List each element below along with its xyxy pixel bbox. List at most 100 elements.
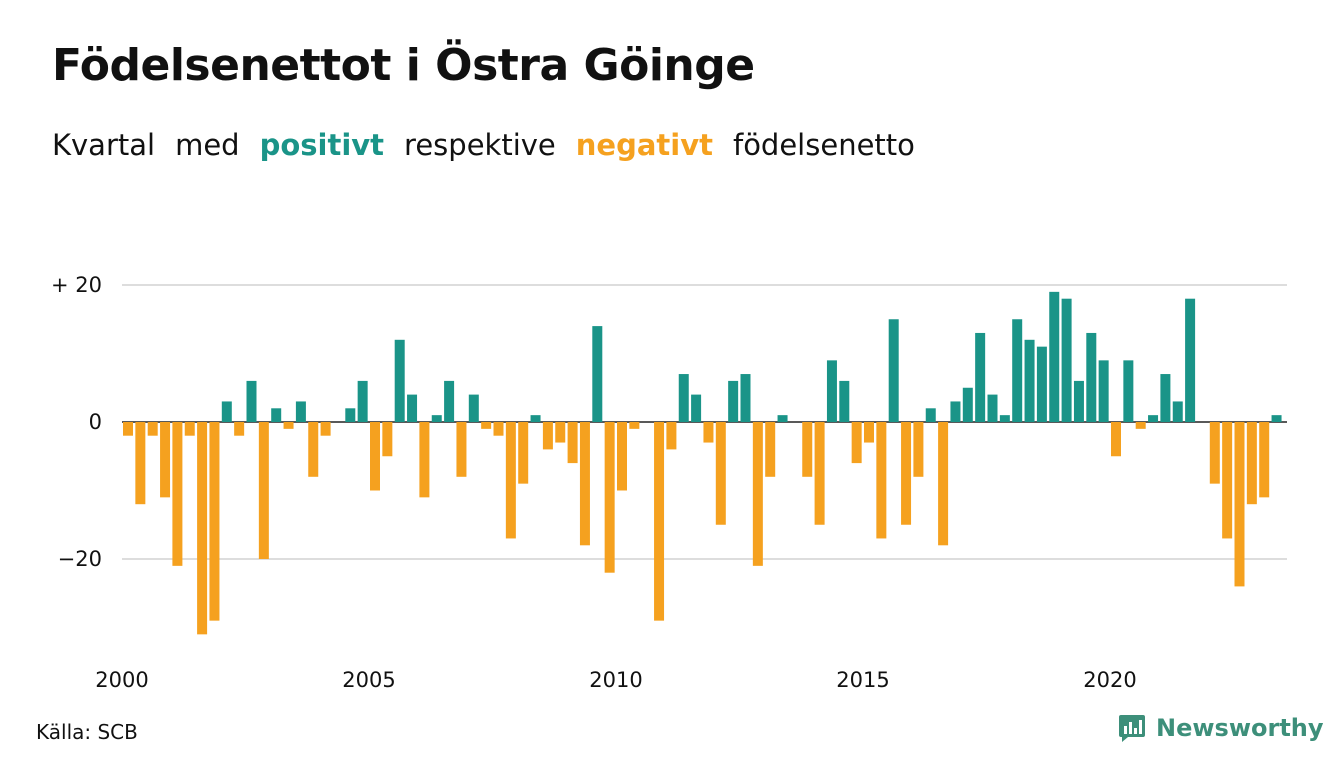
bar-negative [234, 422, 245, 436]
bar-positive [1024, 339, 1035, 422]
bar-negative [1246, 422, 1257, 505]
bar-negative [209, 422, 220, 621]
bar-positive [1185, 298, 1196, 422]
bar-positive [221, 401, 232, 422]
bar-negative [135, 422, 146, 505]
bar-positive [888, 319, 899, 422]
bar-negative [184, 422, 195, 436]
y-axis-tick-labels: + 20 0 −20 [51, 273, 102, 571]
chart-title: Födelsenettot i Östra Göinge [52, 40, 755, 91]
bar-negative [419, 422, 430, 498]
bar-positive [962, 387, 973, 422]
bar-positive [530, 415, 541, 422]
source-note: Källa: SCB [36, 720, 138, 744]
y-tick-label: 0 [89, 410, 102, 434]
bar-negative [913, 422, 924, 477]
bar-positive [271, 408, 282, 422]
bar-negative [382, 422, 393, 457]
bar-negative [1209, 422, 1220, 484]
bar-positive [1073, 380, 1084, 422]
bar-negative [876, 422, 887, 539]
bar-negative [938, 422, 949, 546]
newsworthy-logo: Newsworthy [1118, 713, 1324, 743]
bar-positive [1271, 415, 1282, 422]
bar-negative [197, 422, 208, 635]
bar-positive [431, 415, 442, 422]
bar-positive [999, 415, 1010, 422]
bar-positive [777, 415, 788, 422]
bar-positive [1123, 360, 1134, 422]
bar-negative [715, 422, 726, 525]
bar-negative [123, 422, 133, 436]
bar-negative [765, 422, 776, 477]
bar-positive [444, 380, 455, 422]
bar-negative [617, 422, 627, 491]
bar-negative [481, 422, 492, 429]
bar-positive [839, 380, 850, 422]
bar-positive [1012, 319, 1023, 422]
bar-positive [1160, 374, 1171, 422]
bar-negative [579, 422, 590, 546]
subtitle-word-respektive: respektive [404, 128, 556, 162]
bar-negative [567, 422, 578, 464]
bar-positive [950, 401, 961, 422]
bar-negative [370, 422, 380, 491]
bar-negative [258, 422, 269, 559]
bar-positive [1036, 346, 1047, 422]
bar-positive [246, 380, 257, 422]
bar-negative [864, 422, 874, 443]
bar-negative [1135, 422, 1146, 429]
bar-positive [691, 394, 702, 422]
bar-positive [728, 380, 739, 422]
bar-negative [147, 422, 158, 436]
bar-positive [357, 380, 368, 422]
chart-bubble-icon [1119, 715, 1145, 742]
bar-negative [172, 422, 183, 566]
bar-positive [1061, 298, 1072, 422]
bar-negative [604, 422, 615, 573]
bar-positive [407, 394, 418, 422]
bar-chart: + 20 0 −20 2000 2005 2010 2015 2020 [51, 273, 1287, 692]
x-tick-label: 2020 [1083, 668, 1136, 692]
x-axis-tick-labels: 2000 2005 2010 2015 2020 [95, 668, 1136, 692]
bar-negative [542, 422, 553, 450]
bar-positive [592, 326, 603, 422]
bar-negative [1111, 422, 1121, 457]
bar-positive [925, 408, 936, 422]
bar-positive [345, 408, 356, 422]
bar-negative [160, 422, 171, 498]
bar-negative [814, 422, 825, 525]
x-tick-label: 2015 [836, 668, 889, 692]
bar-negative [505, 422, 516, 539]
bar-negative [320, 422, 331, 436]
bar-negative [493, 422, 504, 436]
bar-negative [666, 422, 677, 450]
bars [123, 291, 1282, 635]
bar-negative [456, 422, 467, 477]
subtitle-positive-label: positivt [259, 128, 385, 162]
bar-negative [1259, 422, 1270, 498]
subtitle-negative-label: negativt [575, 128, 713, 162]
bar-negative [1234, 422, 1245, 587]
subtitle-word-med: med [175, 128, 240, 162]
y-tick-label: −20 [58, 547, 102, 571]
bar-negative [1222, 422, 1233, 539]
bar-positive [975, 332, 986, 422]
bar-positive [1172, 401, 1183, 422]
bar-positive [1049, 291, 1060, 422]
brand-name: Newsworthy [1156, 714, 1324, 742]
bar-positive [987, 394, 998, 422]
bar-positive [1098, 360, 1109, 422]
bar-negative [308, 422, 319, 477]
bar-positive [295, 401, 306, 422]
bar-negative [752, 422, 763, 566]
bar-positive [1086, 332, 1097, 422]
subtitle-word-kvartal: Kvartal [52, 128, 156, 162]
x-tick-label: 2000 [95, 668, 148, 692]
bar-negative [703, 422, 714, 443]
bar-positive [1148, 415, 1159, 422]
subtitle-word-fodelsenetto: födelsenetto [732, 128, 915, 162]
y-tick-label: + 20 [51, 273, 102, 297]
bar-positive [394, 339, 405, 422]
bar-negative [629, 422, 640, 429]
